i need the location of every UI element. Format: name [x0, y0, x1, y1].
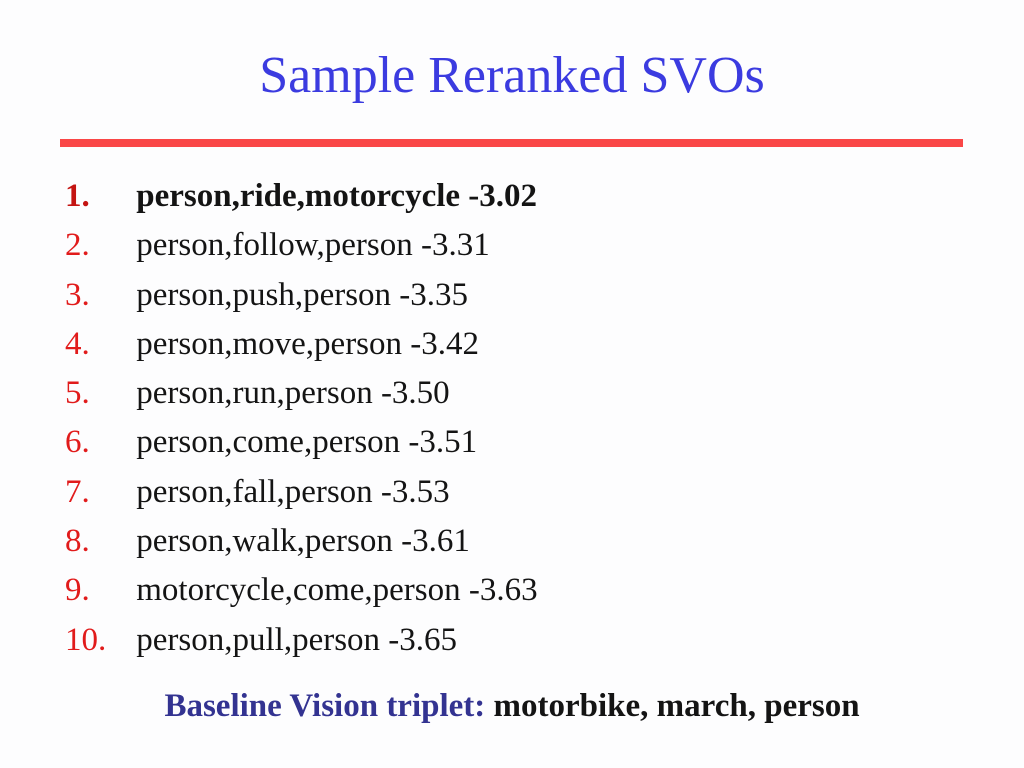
list-item: 7. person,fall,person -3.53: [65, 468, 538, 517]
list-item-text: person,walk,person -3.61: [136, 523, 470, 560]
list-item-number: 3.: [65, 276, 90, 313]
list-item: 1. person,ride,motorcycle -3.02: [65, 172, 538, 221]
list-item-number: 8.: [65, 523, 90, 560]
list-item-text: person,run,person -3.50: [136, 375, 450, 412]
list-item: 9. motorcycle,come,person -3.63: [65, 566, 538, 615]
list-item-number: 9.: [65, 572, 90, 609]
title-divider-rule: [60, 139, 963, 147]
list-item-number: 4.: [65, 325, 90, 362]
list-item: 8. person,walk,person -3.61: [65, 517, 538, 566]
list-item: 6. person,come,person -3.51: [65, 418, 538, 467]
baseline-label: Baseline Vision triplet:: [164, 688, 486, 724]
list-item-text: motorcycle,come,person -3.63: [136, 572, 538, 609]
baseline-value: motorbike, march, person: [485, 688, 860, 724]
svo-list: 1. person,ride,motorcycle -3.02 2. perso…: [65, 172, 538, 665]
list-item-text: person,follow,person -3.31: [136, 227, 490, 264]
list-item-number: 5.: [65, 375, 90, 412]
list-item-text: person,come,person -3.51: [136, 424, 478, 461]
list-item-number: 2.: [65, 227, 90, 264]
list-item: 4. person,move,person -3.42: [65, 320, 538, 369]
baseline-footer: Baseline Vision triplet: motorbike, marc…: [0, 686, 1024, 726]
list-item-number: 6.: [65, 424, 90, 461]
list-item-text: person,push,person -3.35: [136, 276, 469, 313]
list-item: 5. person,run,person -3.50: [65, 369, 538, 418]
list-item-text: person,fall,person -3.53: [136, 473, 450, 510]
list-item-text: person,pull,person -3.65: [136, 621, 458, 658]
list-item-text: person,ride,motorcycle -3.02: [136, 178, 538, 214]
list-item-number: 10.: [65, 621, 107, 658]
list-item-text: person,move,person -3.42: [136, 325, 480, 362]
slide-title: Sample Reranked SVOs: [259, 47, 765, 104]
list-item: 2. person,follow,person -3.31: [65, 221, 538, 270]
list-item: 3. person,push,person -3.35: [65, 271, 538, 320]
list-item-number: 1.: [65, 178, 90, 214]
list-item-number: 7.: [65, 473, 90, 510]
list-item: 10. person,pull,person -3.65: [65, 616, 538, 665]
